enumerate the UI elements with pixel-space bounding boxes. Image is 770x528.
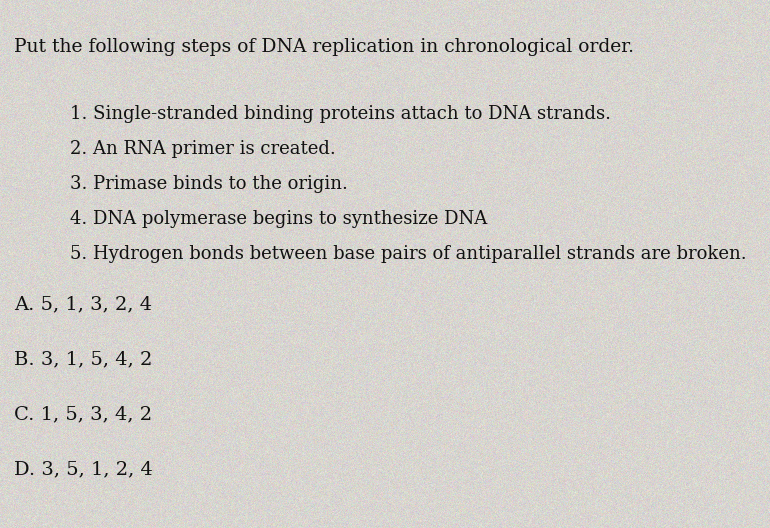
Text: C. 1, 5, 3, 4, 2: C. 1, 5, 3, 4, 2 bbox=[14, 405, 152, 423]
Text: 1. Single-stranded binding proteins attach to DNA strands.: 1. Single-stranded binding proteins atta… bbox=[70, 105, 611, 123]
Text: 3. Primase binds to the origin.: 3. Primase binds to the origin. bbox=[70, 175, 348, 193]
Text: D. 3, 5, 1, 2, 4: D. 3, 5, 1, 2, 4 bbox=[14, 460, 153, 478]
Text: 5. Hydrogen bonds between base pairs of antiparallel strands are broken.: 5. Hydrogen bonds between base pairs of … bbox=[70, 245, 747, 263]
Text: Put the following steps of DNA replication in chronological order.: Put the following steps of DNA replicati… bbox=[14, 38, 634, 56]
Text: A. 5, 1, 3, 2, 4: A. 5, 1, 3, 2, 4 bbox=[14, 295, 152, 313]
Text: B. 3, 1, 5, 4, 2: B. 3, 1, 5, 4, 2 bbox=[14, 350, 152, 368]
Text: 2. An RNA primer is created.: 2. An RNA primer is created. bbox=[70, 140, 336, 158]
Text: 4. DNA polymerase begins to synthesize DNA: 4. DNA polymerase begins to synthesize D… bbox=[70, 210, 487, 228]
